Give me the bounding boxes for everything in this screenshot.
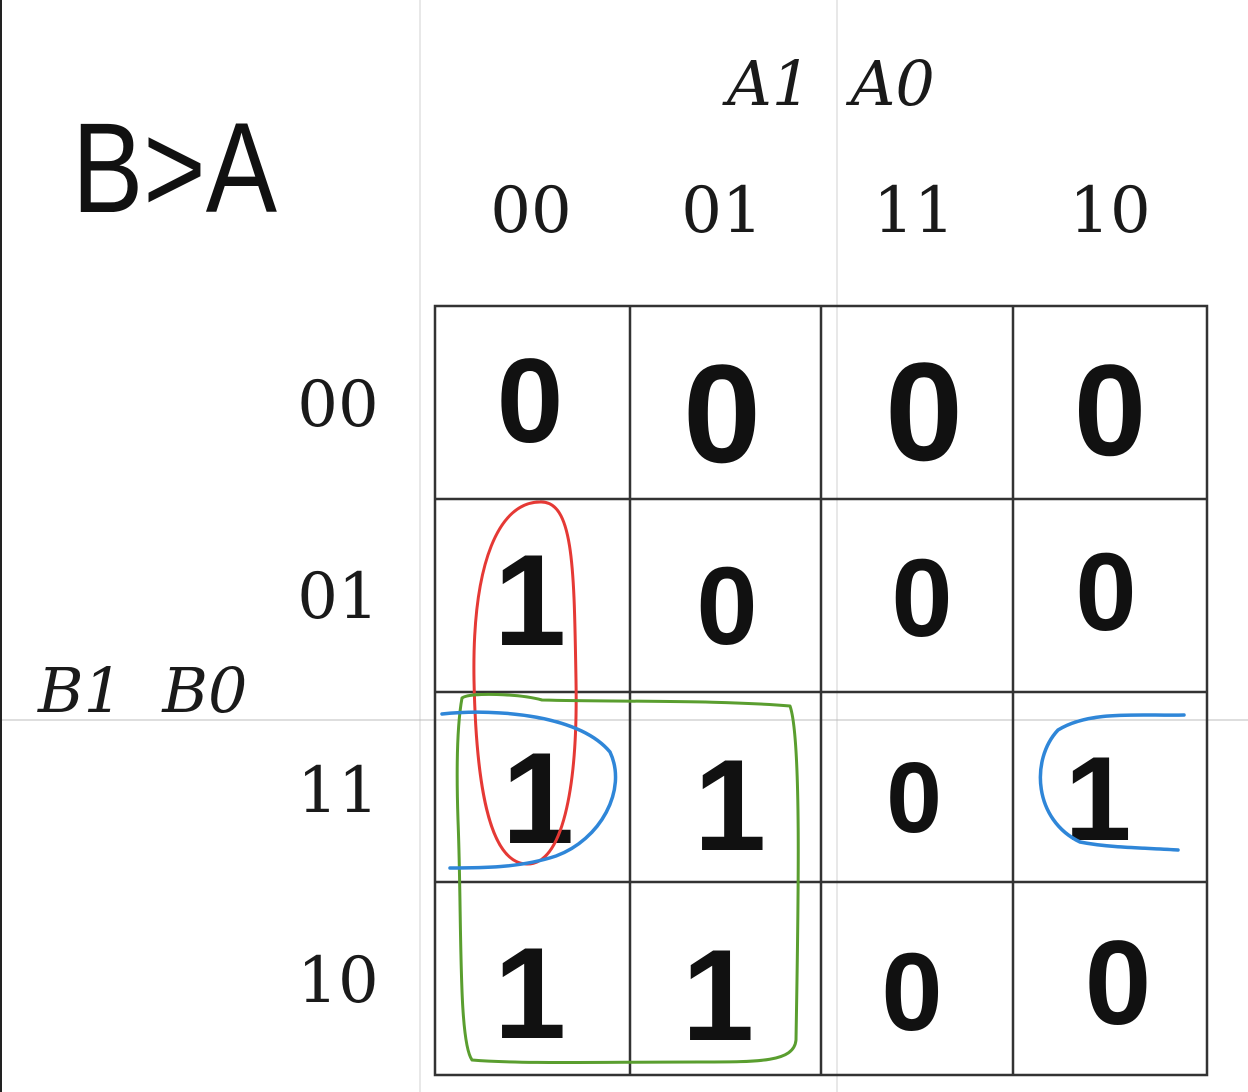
blue-group-loop-right	[1038, 713, 1186, 852]
kmap-grid	[433, 304, 1209, 1077]
column-label: 01	[681, 174, 762, 248]
cell-r1-c2: 0	[891, 537, 952, 660]
cell-r0-c1: 0	[683, 335, 761, 492]
row-variables-label: B1 B0	[37, 654, 247, 727]
cell-values: 0 0 0 0 1 0 0 0 1 1 0 1 1 1 0 0	[494, 333, 1152, 1068]
group-loops	[440, 500, 1186, 1064]
blue-group-loop-left	[440, 710, 618, 870]
cell-r3-c0: 1	[494, 920, 566, 1066]
cell-r2-c2: 0	[886, 742, 942, 854]
row-label: 11	[297, 754, 378, 828]
column-label: 00	[490, 174, 571, 248]
column-label: 11	[873, 174, 954, 248]
cell-r3-c1: 1	[682, 922, 754, 1068]
row-label: 01	[297, 560, 378, 634]
cell-r1-c0: 1	[494, 527, 566, 673]
cell-r0-c0: 0	[497, 334, 564, 468]
column-headers: 00 01 11 10	[490, 174, 1150, 248]
cell-r3-c2: 0	[881, 931, 942, 1054]
cell-r2-c1: 1	[694, 732, 766, 878]
cell-r1-c1: 0	[696, 545, 757, 668]
column-variables-label: A1 A0	[722, 47, 935, 120]
row-label: 10	[297, 944, 378, 1018]
title-text: B>A	[72, 97, 278, 240]
green-group-loop	[455, 692, 800, 1064]
cell-r3-c3: 0	[1085, 916, 1152, 1050]
cell-r1-c3: 0	[1075, 531, 1136, 654]
cell-r0-c3: 0	[1074, 337, 1146, 483]
row-label: 00	[297, 368, 378, 442]
cell-r0-c2: 0	[885, 333, 963, 490]
column-label: 10	[1069, 174, 1150, 248]
row-headers: 00 01 11 10	[297, 368, 378, 1018]
cell-r2-c0: 1	[502, 725, 574, 871]
